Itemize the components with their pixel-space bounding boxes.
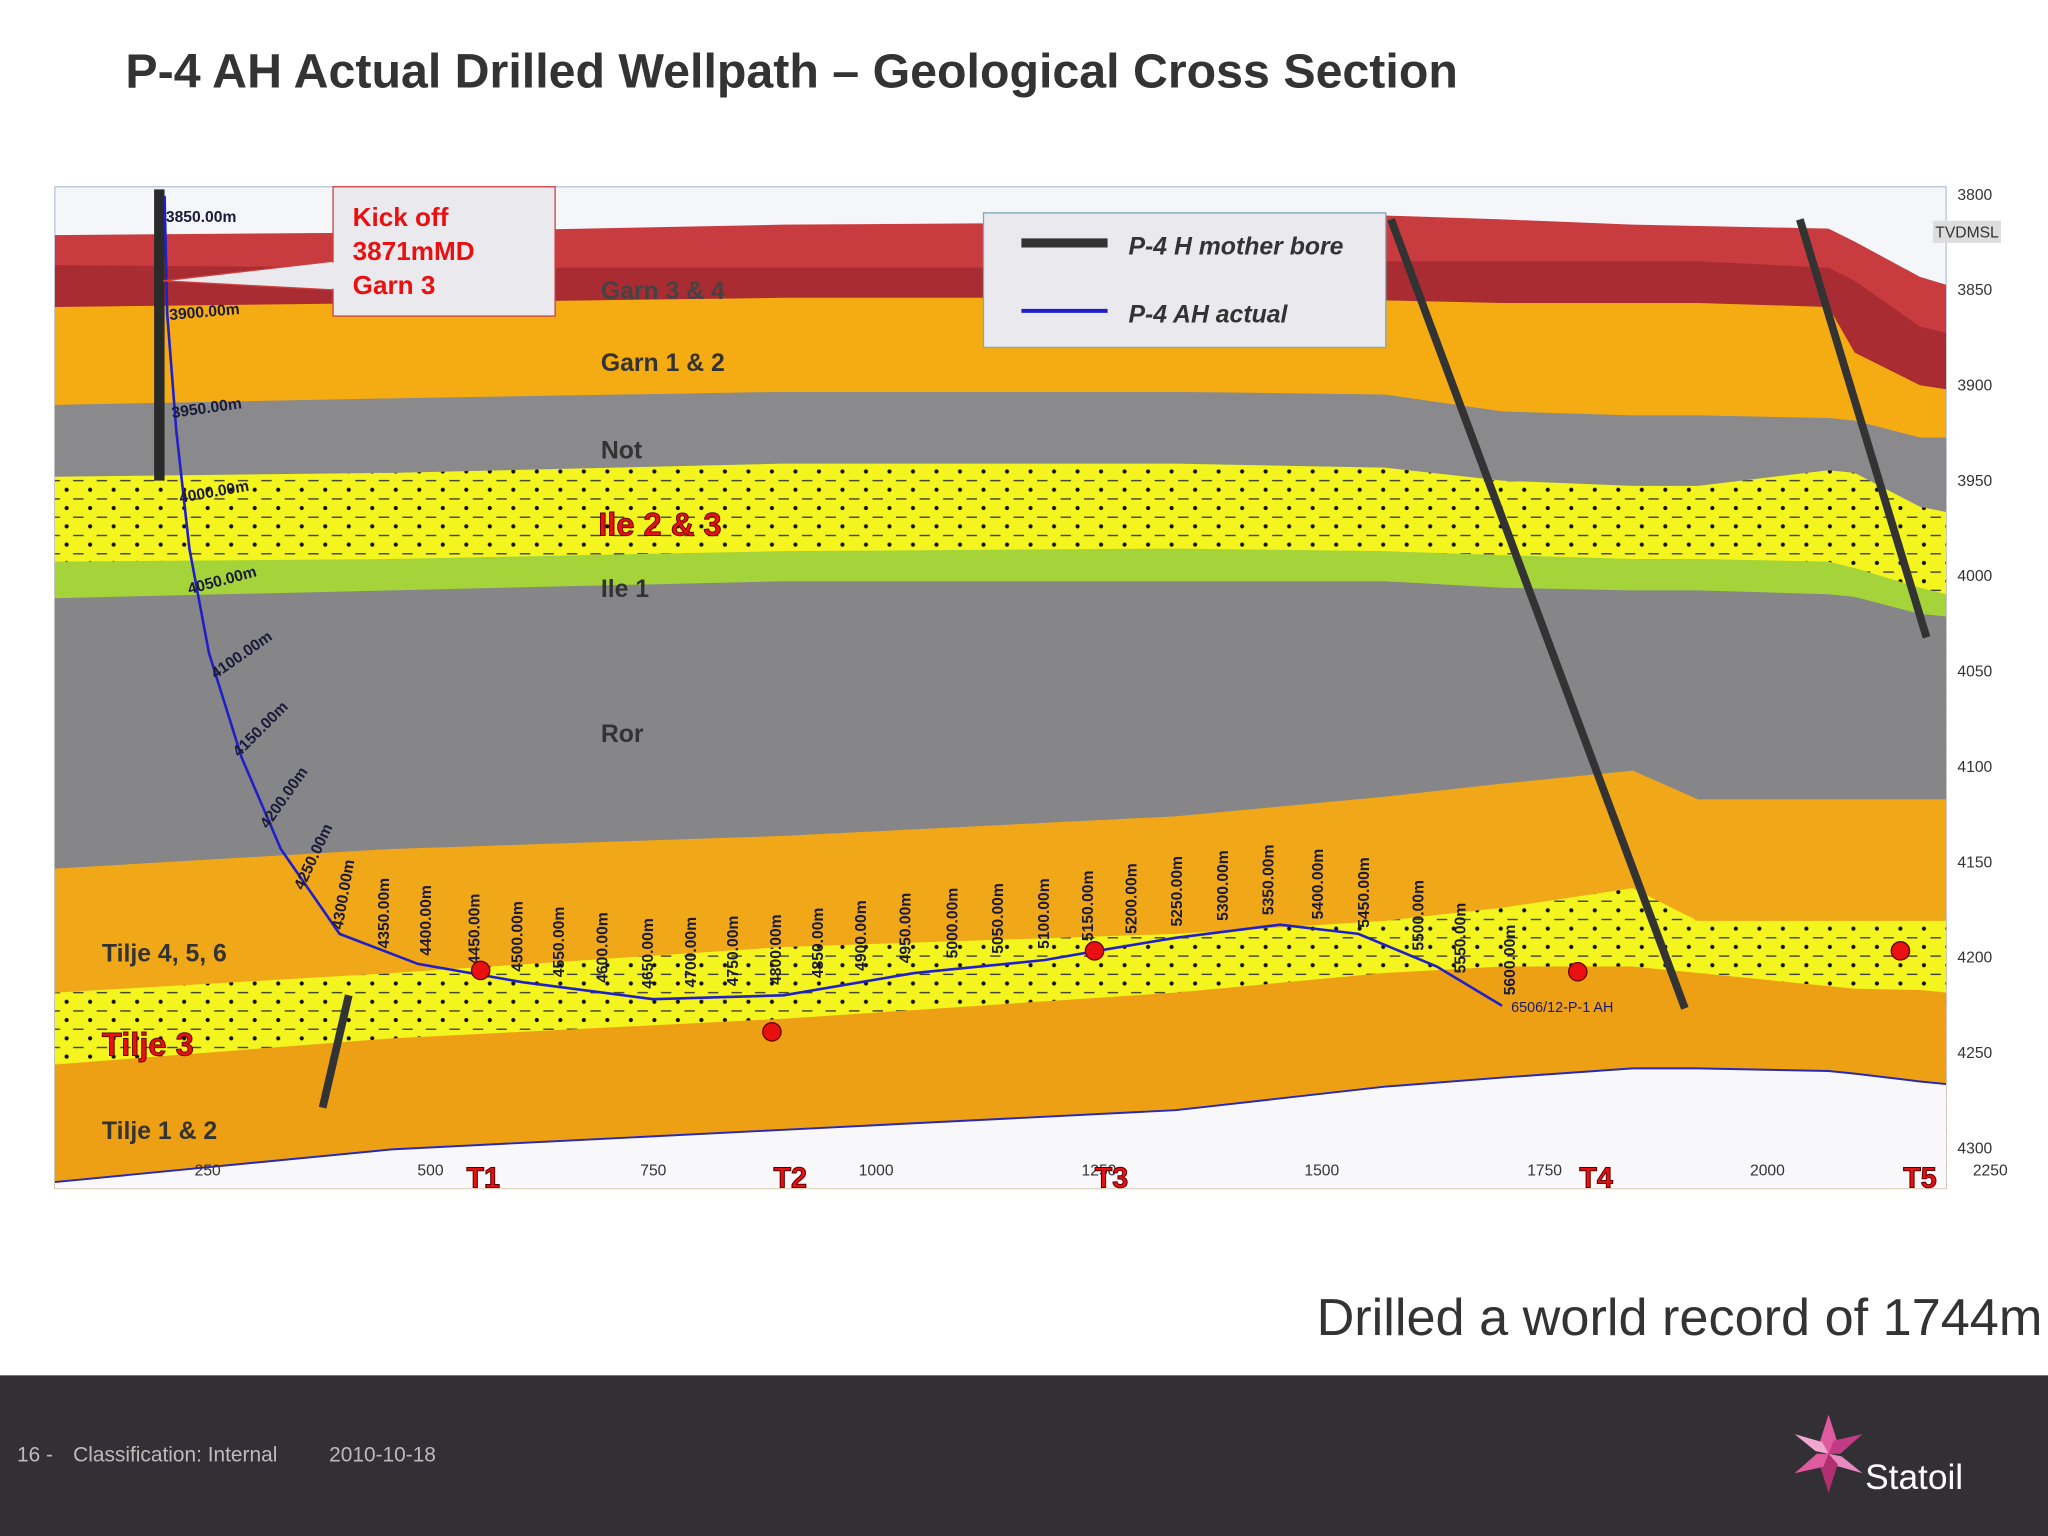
formation-label: Tilje 1 & 2 <box>102 1118 217 1145</box>
kickoff-text: Garn 3 <box>353 270 436 300</box>
target-dot <box>1567 961 1588 982</box>
md-label: 4800.00m <box>768 914 785 985</box>
legend-box <box>982 212 1387 349</box>
formation-label: Tilje 4, 5, 6 <box>102 940 227 967</box>
md-label: 4450.00m <box>466 894 483 965</box>
md-label: 5250.00m <box>1169 856 1186 927</box>
md-label: 5300.00m <box>1215 850 1232 921</box>
md-label: 4550.00m <box>551 907 568 978</box>
md-label: 4650.00m <box>640 918 657 989</box>
depth-tick-label: 3800 <box>1957 187 1992 204</box>
subtitle: Drilled a world record of 1744m 5 ¾” TTR… <box>1317 1289 2048 1347</box>
md-label: 5150.00m <box>1080 871 1097 942</box>
target-label: T1 <box>467 1162 501 1194</box>
depth-unit-box <box>1933 220 2001 243</box>
depth-tick-label: 4150 <box>1957 854 1992 871</box>
kickoff-box <box>332 186 556 317</box>
kickoff-gap <box>331 262 336 289</box>
md-label: 5350.00m <box>1260 845 1277 916</box>
logo-text: Statoil <box>1865 1458 1963 1497</box>
target-label: T2 <box>773 1162 807 1194</box>
md-label: 4350.00m <box>376 878 393 949</box>
depth-tick-label: 3850 <box>1957 282 1992 299</box>
target-dot <box>470 960 491 981</box>
depth-tick-label: 4200 <box>1957 950 1992 967</box>
distance-tick-label: 1000 <box>859 1163 894 1180</box>
kickoff-text: Kick off <box>353 202 449 232</box>
md-label: 4900.00m <box>853 900 870 971</box>
md-label: 4950.00m <box>897 893 914 964</box>
fault <box>318 994 353 1109</box>
md-label: 4600.00m <box>594 912 611 983</box>
well-path <box>163 195 1503 1007</box>
target-dot <box>1084 941 1105 961</box>
formation-label: Garn 3 & 4 <box>601 278 725 305</box>
depth-tick-label: 4250 <box>1957 1045 1992 1062</box>
formation-layer <box>54 1068 1947 1189</box>
formation-label: Ile 2 & 3 <box>598 506 721 543</box>
md-label: 4850.00m <box>810 908 827 979</box>
legend-label: P-4 H mother bore <box>1128 234 1343 261</box>
overlay: 3850.00m3900.00m3950.00m4000.00m4050.00m… <box>101 186 2008 1195</box>
target-label: T5 <box>1903 1162 1937 1194</box>
target-label: T3 <box>1095 1162 1129 1194</box>
md-label: 5050.00m <box>990 883 1007 954</box>
target-dot <box>762 1022 782 1042</box>
well-name: 6506/12-P-1 AH <box>1511 1000 1613 1016</box>
fault <box>1387 218 1689 1010</box>
distance-tick-label: 500 <box>417 1163 443 1180</box>
classification: Classification: Internal <box>73 1444 277 1467</box>
md-label: 5550.00m <box>1452 903 1469 974</box>
target-dot <box>1890 941 1911 961</box>
distance-tick-label: 2250 <box>1973 1163 2008 1180</box>
depth-tick-label: 4050 <box>1957 664 1992 681</box>
fault <box>1796 218 1931 639</box>
md-label: 5400.00m <box>1310 849 1327 920</box>
md-label: 5100.00m <box>1036 878 1053 949</box>
md-label: 5200.00m <box>1123 863 1140 934</box>
md-label: 5600.00m <box>1502 925 1519 996</box>
depth-tick-label: 4100 <box>1957 759 1992 776</box>
formation-label: Not <box>601 437 642 464</box>
depth-tick-label: 4300 <box>1957 1140 1992 1157</box>
formation-label: Tilje 3 <box>102 1025 194 1062</box>
formation-label: Ile 1 <box>601 576 649 603</box>
md-label: 4700.00m <box>683 917 700 988</box>
md-label: 4750.00m <box>725 916 742 987</box>
md-label: 5500.00m <box>1411 880 1428 951</box>
logo-star <box>1794 1414 1863 1493</box>
distance-tick-label: 750 <box>640 1163 666 1180</box>
depth-tick-label: 3950 <box>1957 473 1992 490</box>
page-number: 16 - <box>17 1444 53 1467</box>
md-label: 4500.00m <box>509 901 526 972</box>
title: P-4 AH Actual Drilled Wellpath – Geologi… <box>125 45 1457 99</box>
date: 2010-10-18 <box>329 1444 436 1467</box>
formation-label: Ror <box>601 721 644 748</box>
depth-tick-label: 4000 <box>1957 568 1992 585</box>
md-label: 5000.00m <box>944 888 961 959</box>
distance-tick-label: 1500 <box>1304 1163 1339 1180</box>
depth-tick-label: 3900 <box>1957 378 1992 395</box>
md-label: 5450.00m <box>1356 857 1373 928</box>
footer-bar <box>0 1375 2048 1536</box>
layers <box>54 215 1947 1189</box>
depth-unit: TVDMSL <box>1935 225 1999 242</box>
distance-tick-label: 2000 <box>1750 1163 1785 1180</box>
md-label: 3900.00m <box>169 301 241 324</box>
legend-label: P-4 AH actual <box>1128 302 1288 329</box>
md-label: 3850.00m <box>166 209 237 226</box>
base-line <box>54 1067 1947 1184</box>
distance-tick-label: 1250 <box>1082 1163 1117 1180</box>
distance-tick-label: 1750 <box>1527 1163 1562 1180</box>
target-label: T4 <box>1579 1162 1613 1194</box>
md-label: 4400.00m <box>418 885 435 956</box>
kickoff-text: 3871mMD <box>353 236 475 266</box>
formation-label: Garn 1 & 2 <box>601 350 725 377</box>
distance-tick-label: 250 <box>195 1163 221 1180</box>
